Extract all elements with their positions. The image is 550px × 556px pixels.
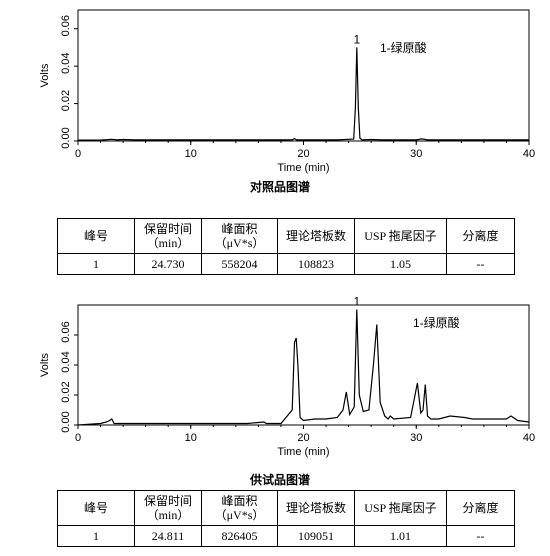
reference-chromatogram: 0 10 20 30 40 0.00 0.02 0.04 0.06 Time (min) Volts…: [39, 9, 535, 174]
cell-retention-time: 24.811: [134, 525, 202, 547]
x-tick-label: 40: [523, 432, 535, 444]
cell-peak-area: 558204: [201, 253, 278, 275]
x-tick-label: 20: [297, 432, 309, 444]
header-resolution: 分离度: [446, 490, 515, 526]
table-header-row: 峰号 保留时间 （min） 峰面积 （μV*s） 理论塔板数 USP 拖尾因子 …: [57, 218, 515, 254]
y-tick-label: 0.02: [60, 381, 72, 402]
peak-annotation: 1-绿原酸: [413, 315, 460, 330]
x-tick-label: 20: [297, 148, 309, 160]
table-header-row: 峰号 保留时间 （min） 峰面积 （μV*s） 理论塔板数 USP 拖尾因子 …: [57, 490, 515, 526]
peak-number-label: 1: [353, 32, 360, 46]
x-tick-label: 0: [75, 148, 81, 160]
reference-caption: 对照品图谱: [249, 180, 310, 194]
header-peak-no: 峰号: [57, 218, 135, 254]
cell-usp-tailing: 1.05: [354, 253, 447, 275]
x-axis-label: Time (min): [277, 162, 329, 174]
header-theoretical-plates: 理论塔板数: [277, 490, 355, 526]
chromatogram-line: [77, 309, 530, 426]
y-tick-label: 0.06: [60, 15, 72, 36]
plot-frame: [77, 304, 530, 426]
x-tick-label: 10: [185, 148, 197, 160]
header-usp-tailing: USP 拖尾因子: [354, 490, 447, 526]
y-tick-label: 0.04: [60, 351, 72, 372]
table-row: 1 24.811 826405 109051 1.01 --: [57, 525, 515, 547]
cell-theoretical-plates: 109051: [277, 525, 355, 547]
x-tick-label: 30: [410, 432, 422, 444]
cell-usp-tailing: 1.01: [354, 525, 447, 547]
header-peak-area: 峰面积 （μV*s）: [201, 218, 278, 254]
cell-theoretical-plates: 108823: [277, 253, 355, 275]
y-tick-label: 0.00: [60, 127, 72, 148]
y-axis-label: Volts: [39, 353, 51, 377]
header-peak-no: 峰号: [57, 490, 135, 526]
chromatogram-line: [78, 47, 529, 141]
header-peak-area: 峰面积 （μV*s）: [201, 490, 278, 526]
y-tick-label: 0.00: [60, 411, 72, 432]
reference-peak-table: 峰号 保留时间 （min） 峰面积 （μV*s） 理论塔板数 USP 拖尾因子 …: [57, 218, 515, 275]
cell-resolution: --: [446, 525, 515, 547]
sample-chromatogram: 0 10 20 30 40 0.00 0.02 0.04 0.06 Time (min) Volts…: [39, 295, 535, 459]
sample-peak-table: 峰号 保留时间 （min） 峰面积 （μV*s） 理论塔板数 USP 拖尾因子 …: [57, 490, 515, 547]
y-tick-label: 0.04: [60, 52, 72, 73]
x-tick-label: 40: [523, 148, 535, 160]
x-tick-label: 0: [75, 432, 81, 444]
y-tick-label: 0.02: [60, 90, 72, 111]
header-theoretical-plates: 理论塔板数: [277, 218, 355, 254]
header-retention-time: 保留时间 （min）: [134, 218, 202, 254]
cell-resolution: --: [446, 253, 515, 275]
header-resolution: 分离度: [446, 218, 515, 254]
y-tick-label: 0.06: [60, 321, 72, 342]
x-tick-label: 10: [185, 432, 197, 444]
y-axis-label: Volts: [39, 63, 51, 87]
sample-caption: 供试品图谱: [249, 473, 310, 487]
header-usp-tailing: USP 拖尾因子: [354, 218, 447, 254]
x-tick-label: 30: [410, 148, 422, 160]
header-retention-time: 保留时间 （min）: [134, 490, 202, 526]
cell-peak-no: 1: [57, 525, 135, 547]
x-axis-label: Time (min): [277, 446, 329, 458]
cell-peak-area: 826405: [201, 525, 278, 547]
plot-frame: [77, 9, 530, 142]
peak-annotation: 1-绿原酸: [380, 40, 427, 55]
table-row: 1 24.730 558204 108823 1.05 --: [57, 253, 515, 275]
peak-number-label: 1: [353, 295, 360, 309]
cell-retention-time: 24.730: [134, 253, 202, 275]
cell-peak-no: 1: [57, 253, 135, 275]
